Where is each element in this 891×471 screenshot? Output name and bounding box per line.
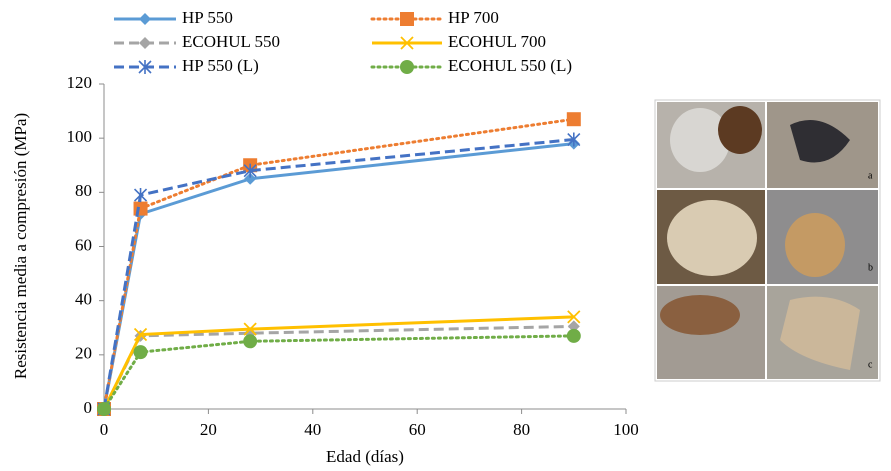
chart: Edad (días) Resistencia media a compresi… (0, 0, 891, 471)
legend-marker (139, 37, 151, 49)
marker (134, 202, 148, 216)
legend-marker (139, 13, 151, 25)
y-axis-label: Resistencia media a compresión (MPa) (11, 113, 30, 379)
marker (567, 329, 581, 343)
marker (567, 112, 581, 126)
legend-label: ECOHUL 550 (182, 32, 280, 51)
series (98, 311, 580, 415)
series (97, 329, 581, 416)
photo-panel: a b c (655, 100, 880, 381)
legend-marker (400, 12, 414, 26)
x-tick-label: 60 (409, 420, 426, 439)
panel-label: a (868, 170, 873, 181)
y-tick-label: 120 (67, 73, 93, 92)
x-tick-label: 20 (200, 420, 217, 439)
y-tick-label: 40 (75, 290, 92, 309)
y-tick-label: 60 (75, 235, 92, 254)
legend-item: HP 700 (372, 8, 499, 27)
series-line (104, 317, 574, 409)
series (97, 112, 581, 416)
photo-detail (667, 200, 757, 276)
marker (135, 188, 147, 202)
legend-item: ECOHUL 700 (372, 32, 546, 51)
series-line (104, 140, 574, 409)
legend-marker (400, 60, 414, 74)
marker (243, 334, 257, 348)
series (98, 320, 580, 415)
x-axis-label: Edad (días) (326, 447, 404, 466)
legend-label: ECOHUL 700 (448, 32, 546, 51)
y-tick-label: 100 (67, 127, 93, 146)
panel-label: b (868, 262, 873, 273)
y-tick-label: 20 (75, 344, 92, 363)
legend-item: ECOHUL 550 (L) (372, 56, 572, 75)
x-tick-label: 100 (613, 420, 639, 439)
photo-detail (785, 213, 845, 277)
series-line (104, 336, 574, 409)
x-tick-label: 40 (304, 420, 321, 439)
y-tick-label: 80 (75, 181, 92, 200)
x-tick-label: 80 (513, 420, 530, 439)
legend-item: HP 550 (114, 8, 233, 27)
marker (97, 402, 111, 416)
legend-label: ECOHUL 550 (L) (448, 56, 572, 75)
x-tick-label: 0 (100, 420, 109, 439)
series-line (104, 144, 574, 409)
series (98, 133, 580, 416)
marker (134, 345, 148, 359)
photo-detail (718, 106, 762, 154)
legend-label: HP 550 (182, 8, 233, 27)
photo-detail (660, 295, 740, 335)
series (98, 138, 580, 415)
y-tick-label: 0 (84, 398, 93, 417)
panel-label: c (868, 359, 873, 370)
legend-label: HP 550 (L) (182, 56, 259, 75)
legend-item: HP 550 (L) (114, 56, 259, 75)
series-line (104, 119, 574, 409)
legend-label: HP 700 (448, 8, 499, 27)
legend-item: ECOHUL 550 (114, 32, 280, 51)
